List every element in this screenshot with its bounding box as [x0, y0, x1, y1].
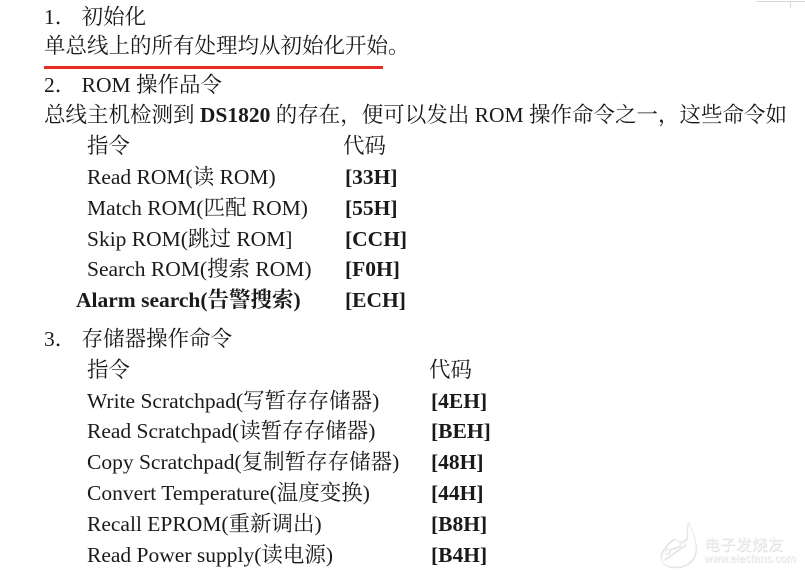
svg-text:电子发烧友: 电子发烧友: [704, 536, 783, 554]
svg-text:www.elecfans.com: www.elecfans.com: [703, 553, 796, 565]
